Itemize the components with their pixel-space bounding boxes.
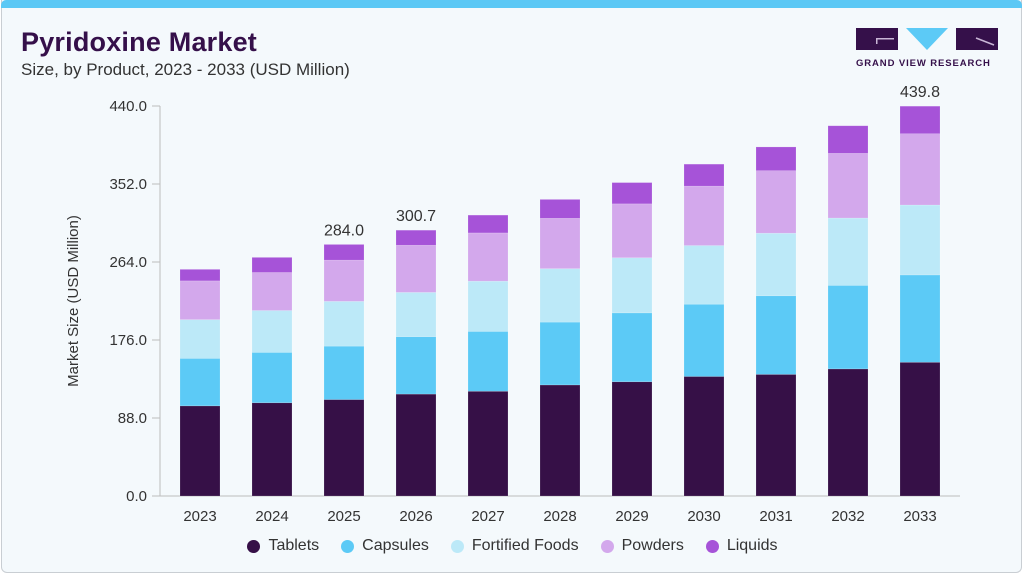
x-tick-label: 2029 (615, 508, 648, 525)
x-tick-label: 2032 (831, 508, 864, 525)
y-tick-label: 352.0 (109, 176, 147, 193)
bar-segment-powders (323, 259, 365, 302)
y-tick-label: 176.0 (109, 332, 147, 349)
x-tick-label: 2026 (399, 508, 432, 525)
grand-view-research-logo (856, 28, 998, 50)
bar-segment-tablets (899, 361, 941, 497)
bar-segment-capsules (899, 274, 941, 363)
bar-segment-tablets (755, 374, 797, 497)
bar-segment-liquids (395, 229, 437, 246)
bar-segment-fortified-foods (827, 217, 869, 286)
bar-segment-capsules (827, 285, 869, 370)
bar-segment-liquids (827, 125, 869, 154)
bar-segment-capsules (179, 358, 221, 407)
logo-text: GRAND VIEW RESEARCH (856, 58, 991, 69)
bar-segment-fortified-foods (251, 310, 293, 353)
legend-item-fortified-foods: Fortified Foods (450, 537, 579, 555)
bar-segment-tablets (467, 390, 509, 497)
bar-segment-capsules (323, 345, 365, 400)
x-tick-label: 2028 (543, 508, 576, 525)
bar-segment-tablets (179, 405, 221, 497)
x-tick-label: 2027 (471, 508, 504, 525)
legend-swatch (705, 539, 719, 553)
bar-segment-fortified-foods (899, 204, 941, 276)
bar-segment-powders (539, 218, 581, 269)
bar-segment-powders (251, 272, 293, 311)
bar-segment-capsules (467, 331, 509, 392)
bar-segment-liquids (683, 163, 725, 187)
bar-segment-fortified-foods (467, 280, 509, 332)
bar-segment-tablets (683, 376, 725, 497)
legend-label: Tablets (268, 537, 320, 554)
legend-swatch (341, 539, 355, 553)
legend-item-liquids: Liquids (705, 537, 778, 555)
bar-segment-tablets (395, 393, 437, 497)
legend-label: Powders (621, 537, 684, 554)
bar-segment-liquids (323, 244, 365, 261)
bar-segment-liquids (539, 199, 581, 219)
bar-segment-powders (611, 203, 653, 259)
bar-segment-liquids (611, 182, 653, 205)
legend-label: Capsules (362, 537, 429, 554)
bar-segment-powders (467, 232, 509, 282)
bar-segment-powders (827, 153, 869, 219)
bar-segment-powders (899, 133, 941, 206)
bar-segment-capsules (251, 352, 293, 404)
legend: Tablets Capsules Fortified Foods Powders Liq… (0, 537, 1025, 555)
bar-segment-tablets (251, 402, 293, 497)
legend-swatch (247, 539, 261, 553)
bar-segment-tablets (827, 368, 869, 497)
bar-segment-fortified-foods (755, 232, 797, 297)
accent-bar (1, 0, 1022, 8)
y-axis-title: Market Size (USD Million) (65, 215, 82, 387)
legend-swatch (600, 539, 614, 553)
x-tick-label: 2023 (183, 508, 216, 525)
bar-segment-liquids (467, 214, 509, 234)
bar-segment-capsules (683, 303, 725, 377)
legend-swatch (450, 539, 464, 553)
legend-item-tablets: Tablets (247, 537, 319, 555)
data-label: 439.8 (900, 84, 940, 101)
legend-item-capsules: Capsules (341, 537, 429, 555)
legend-item-powders: Powders (600, 537, 684, 555)
bar-segment-fortified-foods (611, 257, 653, 314)
data-label: 284.0 (324, 222, 364, 239)
y-tick-label: 264.0 (109, 254, 147, 271)
y-tick-label: 440.0 (109, 98, 147, 115)
bar-segment-capsules (611, 312, 653, 383)
x-tick-label: 2033 (903, 508, 936, 525)
bar-segment-tablets (539, 384, 581, 497)
x-tick-label: 2024 (255, 508, 288, 525)
data-label: 300.7 (396, 208, 436, 225)
bar-segment-liquids (251, 257, 293, 273)
chart-subtitle: Size, by Product, 2023 - 2033 (USD Milli… (21, 60, 350, 79)
x-tick-label: 2025 (327, 508, 360, 525)
bar-segment-powders (179, 280, 221, 320)
bar-segment-powders (683, 185, 725, 246)
y-tick-label: 0.0 (126, 488, 147, 505)
bar-segment-tablets (611, 381, 653, 497)
bar-segment-powders (395, 244, 437, 293)
legend-label: Liquids (726, 537, 778, 554)
x-tick-label: 2030 (687, 508, 720, 525)
bar-segment-fortified-foods (683, 245, 725, 305)
bar-segment-capsules (395, 336, 437, 395)
bar-segment-fortified-foods (539, 268, 581, 323)
bar-segment-liquids (179, 269, 221, 282)
bar-segment-fortified-foods (323, 301, 365, 347)
bar-segment-capsules (539, 321, 581, 386)
bar-segment-tablets (323, 399, 365, 497)
bar-segment-powders (755, 170, 797, 234)
bar-segment-liquids (899, 105, 941, 135)
bar-segment-liquids (755, 146, 797, 172)
y-tick-label: 88.0 (118, 410, 147, 427)
x-tick-label: 2031 (759, 508, 792, 525)
bar-segment-capsules (755, 295, 797, 375)
legend-label: Fortified Foods (471, 537, 579, 554)
bar-segment-fortified-foods (395, 292, 437, 338)
bar-segment-fortified-foods (179, 319, 221, 359)
chart-title: Pyridoxine Market (21, 27, 257, 57)
